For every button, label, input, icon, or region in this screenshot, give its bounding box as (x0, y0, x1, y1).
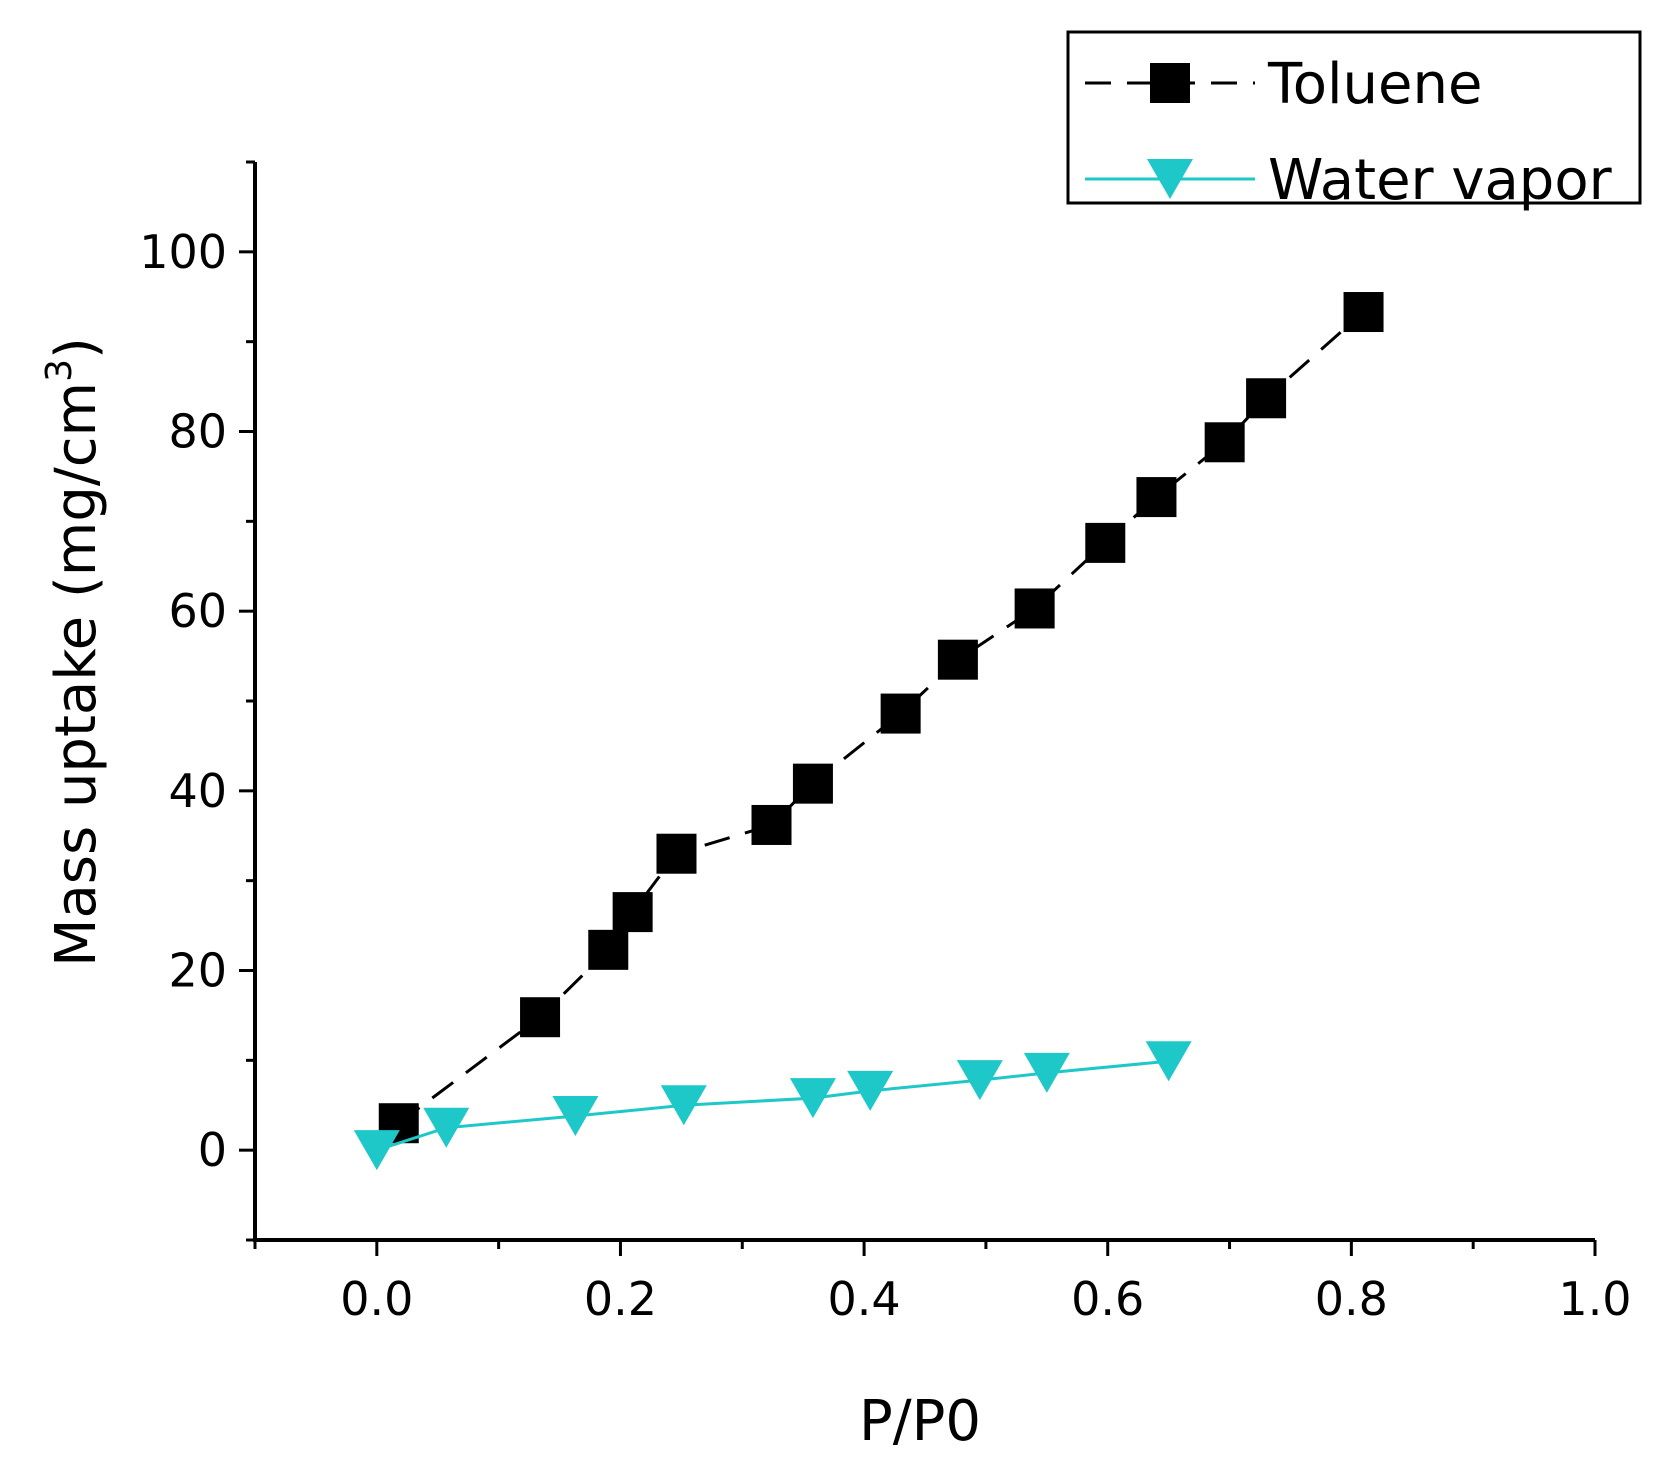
data-point-toluene (1204, 422, 1245, 463)
y-axis-title-superscript: 3 (39, 359, 80, 382)
data-point-toluene (656, 833, 697, 874)
legend-items: Toluene Water vapor (1085, 52, 1613, 213)
data-point-water-vapor (789, 1078, 836, 1119)
y-ticks: 0 20 40 60 80 100 (139, 160, 255, 1242)
x-tick-label: 0.8 (1315, 1272, 1388, 1326)
data-point-toluene (1343, 292, 1384, 333)
x-tick-label: 1.0 (1558, 1272, 1631, 1326)
data-point-water-vapor (552, 1096, 599, 1137)
data-point-water-vapor (847, 1070, 894, 1111)
x-axis-title: P/P0 (859, 1389, 981, 1454)
legend-item-toluene: Toluene (1085, 52, 1482, 117)
x-tick-label: 0.6 (1071, 1272, 1144, 1326)
series-layer (353, 292, 1384, 1171)
legend-marker-water-vapor (1147, 159, 1193, 199)
data-point-toluene (937, 639, 978, 680)
data-point-water-vapor (1145, 1041, 1192, 1082)
data-point-water-vapor (956, 1060, 1003, 1101)
data-point-toluene (520, 997, 561, 1038)
legend-marker-toluene (1150, 63, 1190, 103)
legend-item-water-vapor: Water vapor (1085, 148, 1613, 213)
series-water-vapor (353, 1041, 1192, 1171)
data-point-toluene (751, 804, 792, 845)
data-point-water-vapor (660, 1085, 707, 1126)
y-axis-title-text: Mass uptake (mg/cm (44, 382, 109, 967)
x-tick-label: 0.4 (828, 1272, 901, 1326)
x-tick-label: 0.2 (584, 1272, 657, 1326)
data-point-toluene (1014, 588, 1055, 629)
data-point-toluene (880, 693, 921, 734)
data-point-toluene (612, 892, 653, 933)
y-axis-title-suffix: ) (44, 337, 109, 359)
data-point-toluene (1136, 477, 1177, 518)
data-point-water-vapor (1023, 1052, 1070, 1093)
y-tick-label: 100 (139, 225, 227, 279)
data-point-toluene (588, 929, 629, 970)
y-tick-label: 20 (168, 944, 227, 998)
series-line-toluene (397, 310, 1365, 1125)
legend: Toluene Water vapor (1066, 30, 1642, 213)
legend-label-toluene: Toluene (1267, 52, 1482, 117)
data-point-toluene (1246, 378, 1287, 419)
axes (253, 162, 1595, 1242)
data-point-water-vapor (423, 1107, 470, 1148)
x-tick-label: 0.0 (340, 1272, 413, 1326)
y-axis-title: Mass uptake (mg/cm3) (39, 337, 109, 967)
legend-label-water-vapor: Water vapor (1268, 148, 1613, 213)
y-tick-label: 40 (168, 764, 227, 818)
data-point-water-vapor (353, 1130, 400, 1171)
y-tick-label: 60 (168, 584, 227, 638)
y-tick-label: 80 (168, 405, 227, 459)
series-toluene (378, 292, 1384, 1144)
data-point-toluene (1085, 522, 1126, 563)
y-tick-label: 0 (198, 1123, 227, 1177)
x-ticks: 0.0 0.2 0.4 0.6 0.8 1.0 (253, 1240, 1632, 1326)
data-point-toluene (792, 763, 833, 804)
